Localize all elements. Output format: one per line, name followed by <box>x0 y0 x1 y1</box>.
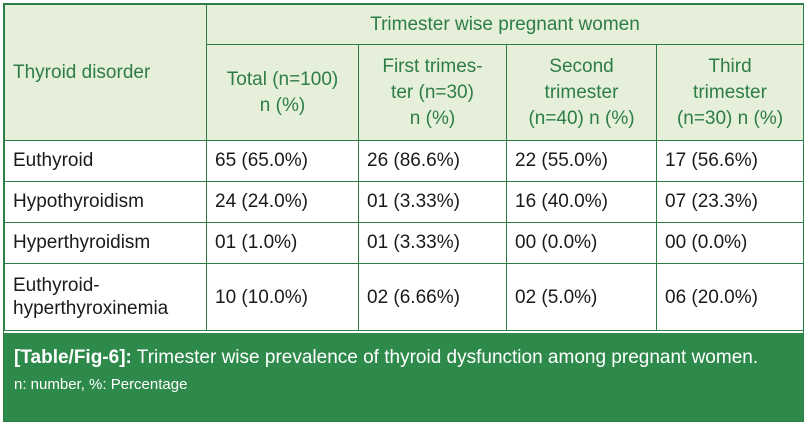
column-header-line: Second <box>549 55 614 77</box>
row-label-line: Euthyroid- <box>13 275 100 296</box>
row-label: Hyperthyroidism <box>4 222 207 264</box>
row-header-cell: Thyroid disorder <box>4 4 207 141</box>
caption-label: [Table/Fig-6]: <box>14 347 132 368</box>
table-cell: 01 (3.33%) <box>358 222 507 264</box>
table-cell: 06 (20.0%) <box>656 263 803 331</box>
column-header-line: trimester <box>693 81 767 103</box>
column-header-line: (n=30) n (%) <box>676 107 784 129</box>
caption-note: n: number, %: Percentage <box>14 376 188 393</box>
table-cell: 00 (0.0%) <box>506 222 657 264</box>
table-row: Hyperthyroidism 01 (1.0%) 01 (3.33%) 00 … <box>4 222 803 264</box>
table-row: Euthyroid- hyperthyroxinemia 10 (10.0%) … <box>4 263 803 331</box>
table-row: Euthyroid 65 (65.0%) 26 (86.6%) 22 (55.0… <box>4 140 803 182</box>
table-cell: 16 (40.0%) <box>506 181 657 223</box>
table-cell: 01 (3.33%) <box>358 181 507 223</box>
table-row: Hypothyroidism 24 (24.0%) 01 (3.33%) 16 … <box>4 181 803 223</box>
row-label: Euthyroid <box>4 140 207 182</box>
table-cell: 65 (65.0%) <box>206 140 359 182</box>
table-cell: 02 (5.0%) <box>506 263 657 331</box>
column-header-line: ter (n=30) <box>391 81 474 103</box>
caption-text: Trimester wise prevalence of thyroid dys… <box>131 347 759 368</box>
row-label: Euthyroid- hyperthyroxinemia <box>4 263 207 331</box>
table-cell: 17 (56.6%) <box>656 140 803 182</box>
column-header-third: Third trimester (n=30) n (%) <box>656 44 803 141</box>
table-cell: 22 (55.0%) <box>506 140 657 182</box>
table-cell: 24 (24.0%) <box>206 181 359 223</box>
row-label: Hypothyroidism <box>4 181 207 223</box>
column-header-line: n (%) <box>259 94 306 116</box>
caption-text-block: [Table/Fig-6]: Trimester wise prevalence… <box>14 345 793 370</box>
table-cell: 00 (0.0%) <box>656 222 803 264</box>
column-header-line: Third <box>708 55 752 77</box>
table-cell: 10 (10.0%) <box>206 263 359 331</box>
column-header-line: n (%) <box>409 107 456 129</box>
table-figure: Thyroid disorder Trimester wise pregnant… <box>3 3 804 422</box>
row-label-line: hyperthyroxinemia <box>13 298 169 319</box>
column-header-first: First trimes- ter (n=30) n (%) <box>358 44 507 141</box>
table-cell: 02 (6.66%) <box>358 263 507 331</box>
column-header-line: (n=40) n (%) <box>528 107 635 129</box>
group-header-cell: Trimester wise pregnant women <box>206 4 803 45</box>
column-header-line: trimester <box>544 81 619 103</box>
table-cell: 01 (1.0%) <box>206 222 359 264</box>
table-cell: 26 (86.6%) <box>358 140 507 182</box>
table-cell: 07 (23.3%) <box>656 181 803 223</box>
column-header-line: Total (n=100) <box>226 68 339 90</box>
column-header-total: Total (n=100) n (%) <box>206 44 359 141</box>
column-header-line: First trimes- <box>382 55 483 77</box>
data-table: Thyroid disorder Trimester wise pregnant… <box>4 4 803 331</box>
column-header-second: Second trimester (n=40) n (%) <box>506 44 657 141</box>
figure-caption: [Table/Fig-6]: Trimester wise prevalence… <box>4 333 803 421</box>
